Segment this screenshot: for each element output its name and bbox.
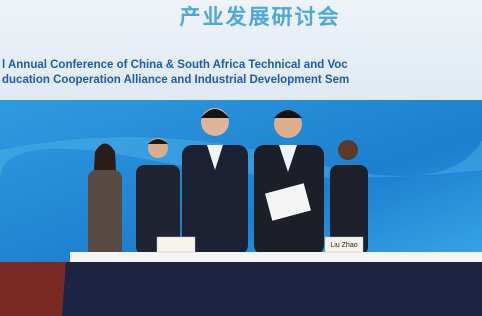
- photo: 产业发展研讨会 l Annual Conference of China & S…: [0, 0, 482, 316]
- table-top: [70, 252, 482, 262]
- banner-title: 产业发展研讨会: [180, 5, 341, 29]
- banner-subtitle: ducation Cooperation Alliance and Indust…: [2, 74, 349, 86]
- name-card: [157, 237, 195, 252]
- name-card-text: Liu Zhao: [330, 242, 357, 249]
- tablecloth: [62, 262, 482, 316]
- page: {"banner": {"title": "产业发展研讨会", "subtitl…: [0, 0, 482, 316]
- banner-subtitle: l Annual Conference of China & South Afr…: [2, 59, 348, 71]
